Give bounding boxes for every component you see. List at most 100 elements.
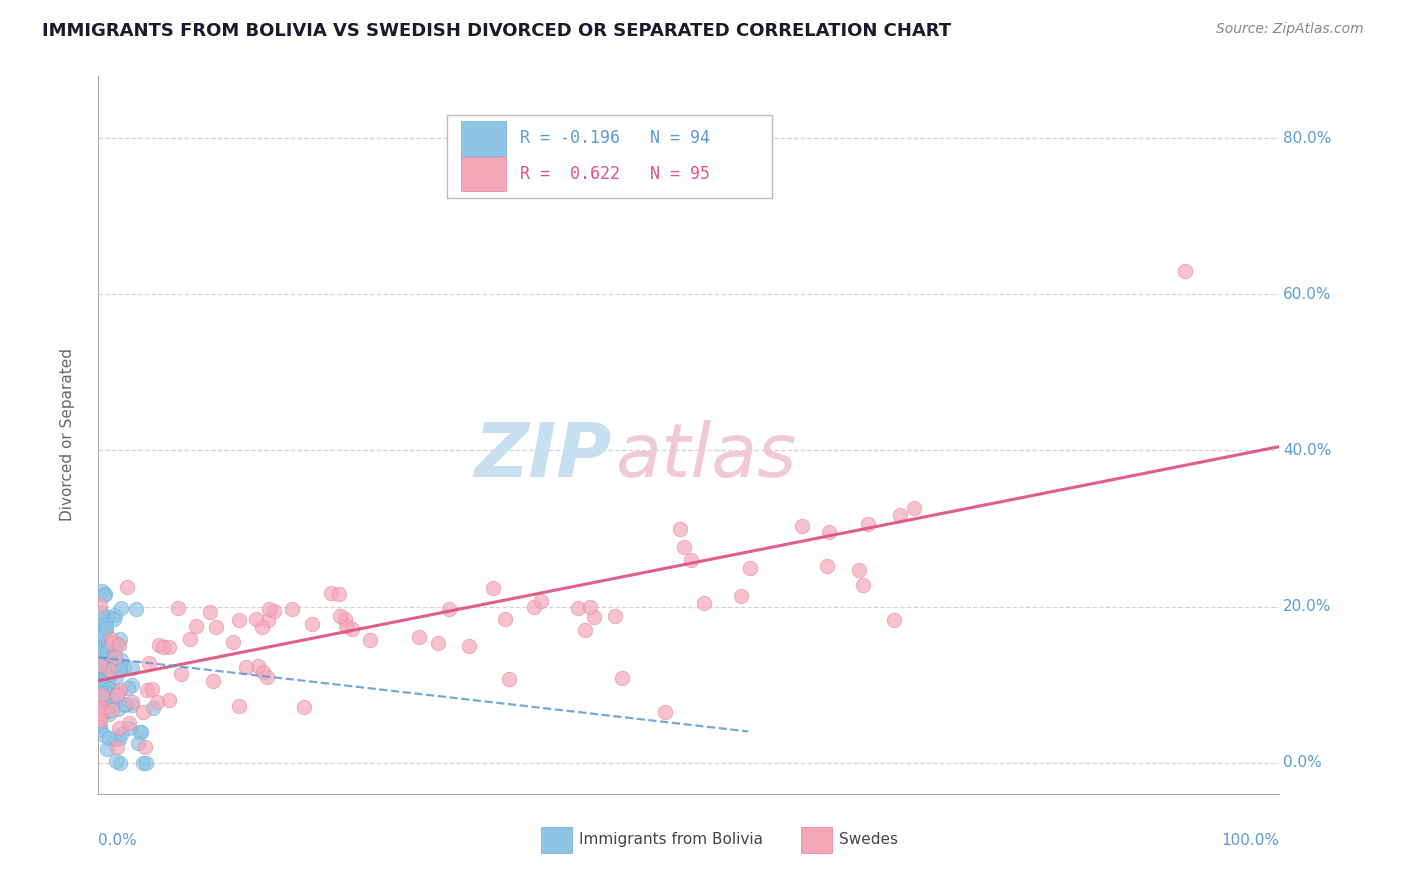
Point [245,612,267,626]
Point [257,602,280,616]
Point [567,601,589,615]
Point [97,682,120,697]
Point [256,670,278,684]
Point [179,632,201,646]
Point [104,657,127,672]
Point [129,725,152,739]
Point [235,660,257,674]
Point [437,602,460,616]
Point [97,610,120,624]
Point [104,650,127,665]
Point [110,727,132,741]
Point [100,684,122,698]
Point [166,601,188,615]
Point [96,700,118,714]
Point [110,682,132,697]
Bar [461,121,506,155]
Point [205,620,228,634]
Point [148,639,170,653]
Bar [801,827,832,853]
Point [257,613,280,627]
Point [108,638,131,652]
Point [790,519,813,533]
Point [96,622,118,636]
Point [103,607,125,622]
Text: Immigrants from Bolivia: Immigrants from Bolivia [579,832,763,847]
Point [494,612,516,626]
Point [117,681,139,695]
Point [321,585,343,599]
Point [141,681,163,696]
Point [115,580,138,594]
Point [103,648,125,662]
Point [228,699,250,714]
Point [246,658,269,673]
Point [335,619,357,633]
Point [105,688,128,702]
Text: R = -0.196   N = 94: R = -0.196 N = 94 [520,129,710,147]
Point [89,710,111,724]
Point [104,754,127,768]
Point [121,660,143,674]
Text: IMMIGRANTS FROM BOLIVIA VS SWEDISH DIVORCED OR SEPARATED CORRELATION CHART: IMMIGRANTS FROM BOLIVIA VS SWEDISH DIVOR… [42,22,952,40]
Point [135,683,157,698]
Text: Source: ZipAtlas.com: Source: ZipAtlas.com [1216,22,1364,37]
Point [87,646,110,660]
Point [91,660,114,674]
Point [98,651,121,665]
Point [87,617,110,632]
Point [292,699,315,714]
Point [89,599,111,613]
Point [89,626,111,640]
Point [121,695,143,709]
Point [903,501,925,516]
Point [108,632,131,646]
Point [97,663,120,677]
Point [87,690,110,704]
Text: 40.0%: 40.0% [1284,443,1331,458]
Point [127,736,149,750]
Point [222,635,245,649]
Point [333,612,356,626]
Point [668,522,690,536]
Point [89,686,111,700]
Point [121,678,143,692]
Point [112,660,135,674]
Point [583,610,606,624]
Point [159,640,181,655]
Point [90,636,112,650]
Point [426,636,449,650]
Point [107,721,129,735]
Point [152,640,174,654]
Bar [461,157,506,192]
Point [574,623,596,637]
Point [202,673,225,688]
Point [105,638,128,652]
Point [89,706,111,721]
Point [89,713,111,727]
Point [97,674,120,689]
Point [329,609,352,624]
Point [105,740,128,755]
Text: 0.0%: 0.0% [98,833,138,848]
Point [131,756,153,770]
Point [108,662,131,676]
Text: 80.0%: 80.0% [1284,131,1331,145]
Point [90,687,112,701]
Point [186,619,208,633]
Point [94,685,117,699]
Point [252,665,274,679]
Point [103,611,125,625]
Point [91,673,114,687]
Point [97,685,120,699]
Point [96,644,118,658]
Point [93,660,115,674]
Point [359,633,381,648]
Point [103,689,125,703]
Point [848,563,870,577]
Point [135,756,157,770]
Point [121,698,143,712]
Point [93,588,115,602]
Point [96,692,118,706]
Point [482,582,505,596]
